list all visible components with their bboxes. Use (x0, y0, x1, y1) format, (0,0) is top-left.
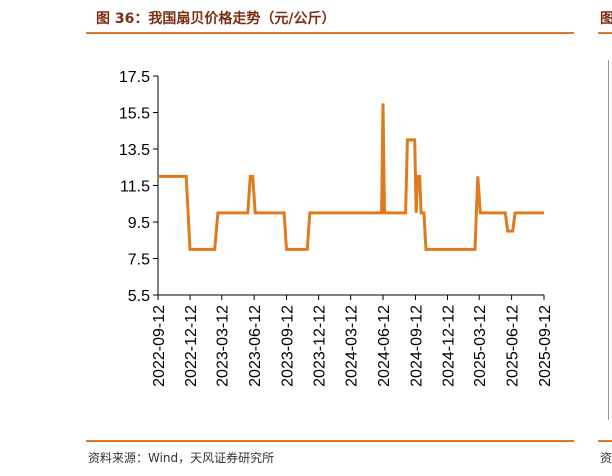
x-tick-label: 2025-06-12 (505, 305, 522, 387)
x-tick-label: 2025-03-12 (472, 305, 489, 387)
x-tick-label: 2023-06-12 (247, 305, 264, 387)
adjacent-top-divider (598, 32, 612, 34)
chart-axes: 5.5 7.5 9.5 11.5 13.5 15.5 17.5 2022-09-12 2022-… (119, 69, 554, 387)
y-tick-label: 9.5 (128, 215, 150, 232)
top-divider (86, 32, 574, 34)
y-tick-label: 17.5 (119, 69, 150, 86)
x-tick-label: 2022-09-12 (151, 305, 168, 387)
chart-series (158, 103, 544, 251)
x-tick-label: 2024-12-12 (441, 305, 458, 387)
bottom-divider (86, 440, 574, 442)
y-tick-label: 7.5 (128, 252, 150, 269)
x-tick-label: 2024-03-12 (344, 305, 361, 387)
x-tick-label: 2023-03-12 (215, 305, 232, 387)
y-tick-label: 13.5 (119, 142, 150, 159)
adjacent-source-note: 资 (600, 451, 612, 465)
adjacent-bottom-divider (598, 440, 612, 442)
adjacent-chart-edge (608, 60, 609, 420)
adjacent-figure-title: 图 (600, 11, 612, 27)
x-tick-label: 2024-06-12 (376, 305, 393, 387)
y-tick-label: 15.5 (119, 106, 150, 123)
y-tick-label: 11.5 (120, 179, 150, 196)
x-tick-label: 2022-12-12 (183, 305, 200, 387)
x-tick-label: 2025-09-12 (537, 305, 554, 387)
price-series-line (158, 103, 544, 251)
x-tick-label: 2023-09-12 (280, 305, 297, 387)
x-tick-label: 2024-09-12 (408, 305, 425, 387)
x-tick-label: 2023-12-12 (312, 305, 329, 387)
figure-title: 图 36：我国扇贝价格走势（元/公斤） (96, 11, 336, 27)
source-note: 资料来源：Wind，天风证券研究所 (88, 451, 275, 465)
y-tick-label: 5.5 (128, 288, 150, 305)
